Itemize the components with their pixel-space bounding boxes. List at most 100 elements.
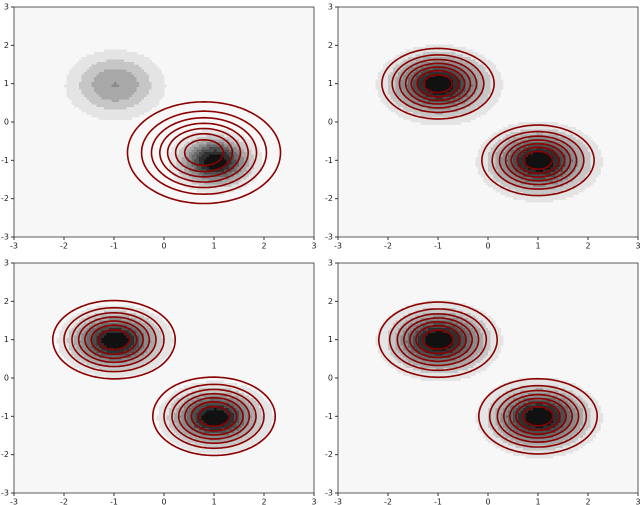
filled-contour [246, 400, 257, 404]
filled-contour [129, 348, 137, 351]
filled-contour [149, 74, 165, 78]
filled-contour [450, 328, 459, 331]
filled-contour [433, 323, 446, 326]
filled-contour [395, 368, 414, 371]
filled-contour [520, 423, 529, 426]
filled-contour [498, 428, 506, 431]
filled-contour [410, 323, 421, 326]
filled-contour [490, 87, 504, 90]
filled-contour [254, 162, 262, 165]
filled-contour [510, 169, 516, 173]
filled-contour [261, 425, 272, 429]
filled-contour [393, 323, 404, 326]
filled-contour [124, 350, 135, 354]
filled-contour [191, 157, 197, 160]
filled-contour [91, 345, 100, 349]
filled-contour [545, 433, 559, 436]
plot-background [14, 263, 314, 493]
filled-contour [111, 99, 120, 103]
filled-contour [256, 418, 265, 421]
filled-contour [395, 112, 414, 115]
filled-contour [495, 162, 501, 165]
y-tick-label: -1 [325, 156, 333, 165]
filled-contour [124, 345, 132, 349]
filled-contour [99, 355, 132, 359]
filled-contour [410, 99, 419, 103]
filled-contour [508, 162, 514, 165]
filled-contour [244, 162, 250, 165]
filled-contour [191, 154, 197, 158]
contour-line [381, 47, 595, 197]
filled-contour [488, 410, 496, 414]
filled-contour [224, 144, 232, 148]
filled-contour [91, 338, 97, 341]
filled-contour [144, 315, 160, 319]
filled-contour [189, 187, 242, 190]
filled-contour [251, 149, 260, 153]
contour-line [174, 133, 234, 173]
filled-contour [413, 303, 466, 306]
filled-contour [191, 149, 197, 153]
filled-contour [490, 92, 501, 95]
filled-contour [81, 353, 87, 356]
filled-contour [433, 67, 446, 70]
filled-contour [473, 102, 484, 105]
filled-contour [553, 149, 561, 153]
filled-contour [134, 343, 140, 346]
filled-contour [418, 87, 426, 90]
filled-contour [249, 157, 255, 160]
filled-contour [565, 418, 571, 421]
filled-contour [560, 418, 566, 421]
filled-contour [388, 335, 396, 339]
filled-contour [528, 144, 551, 148]
filled-contour [139, 64, 157, 68]
filled-contour [181, 137, 197, 140]
filled-contour [408, 104, 421, 108]
filled-contour [244, 164, 250, 168]
filled-contour [395, 310, 416, 314]
filled-contour [56, 340, 67, 344]
filled-contour [425, 87, 454, 90]
contour-line [396, 313, 580, 443]
filled-contour [543, 147, 556, 150]
filled-contour [139, 365, 157, 369]
filled-contour [395, 92, 404, 95]
filled-contour [400, 79, 409, 83]
filled-contour [478, 335, 484, 339]
filled-contour [563, 184, 576, 188]
y-tick-label: 2 [4, 297, 9, 306]
x-tick-label: -3 [334, 242, 342, 251]
filled-contour [375, 335, 389, 339]
filled-contour [131, 333, 137, 336]
filled-contour [558, 433, 569, 436]
filled-contour [251, 428, 260, 431]
filled-contour [453, 338, 461, 341]
filled-contour [510, 182, 521, 185]
filled-contour [523, 425, 536, 429]
filled-contour [154, 330, 162, 334]
contour-line [166, 127, 242, 178]
x-tick-label: -1 [434, 498, 442, 505]
filled-contour [236, 167, 242, 170]
filled-contour [513, 154, 521, 158]
filled-contour [246, 154, 255, 158]
y-tick-label: 1 [328, 335, 333, 344]
filled-contour [435, 353, 444, 356]
contour-line [404, 62, 572, 182]
filled-contour [588, 172, 601, 175]
x-tick-label: -3 [10, 498, 18, 505]
filled-contour [246, 144, 257, 148]
filled-contour [194, 443, 237, 446]
filled-contour [199, 423, 207, 426]
filled-contour [510, 425, 516, 429]
filled-contour [214, 149, 217, 153]
filled-contour [450, 107, 466, 110]
filled-contour [199, 157, 207, 160]
filled-contour [166, 415, 175, 419]
filled-contour [169, 159, 177, 163]
y-tick-label: 3 [4, 3, 9, 12]
filled-contour [450, 355, 461, 359]
filled-contour [131, 328, 140, 331]
filled-contour [136, 89, 150, 93]
filled-contour [91, 355, 100, 359]
